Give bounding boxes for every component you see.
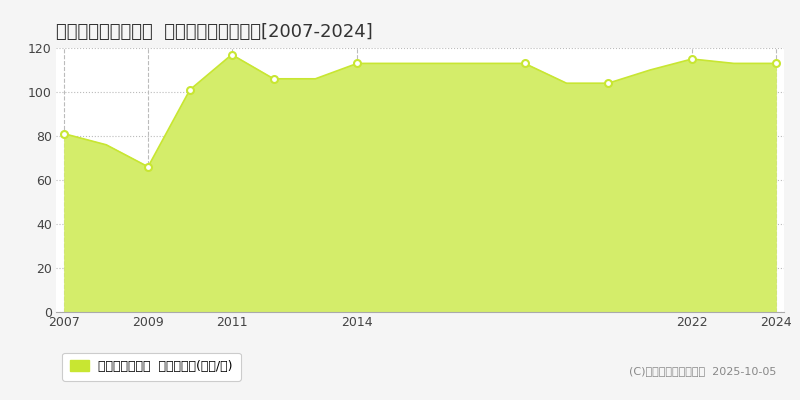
Text: 堺市北区百舌鳥梅町  マンション価格推移[2007-2024]: 堺市北区百舌鳥梅町 マンション価格推移[2007-2024] [56, 23, 373, 41]
Legend: マンション価格  平均坪単価(万円/坪): マンション価格 平均坪単価(万円/坪) [62, 352, 241, 380]
Text: (C)土地価格ドットコム  2025-10-05: (C)土地価格ドットコム 2025-10-05 [629, 366, 776, 376]
